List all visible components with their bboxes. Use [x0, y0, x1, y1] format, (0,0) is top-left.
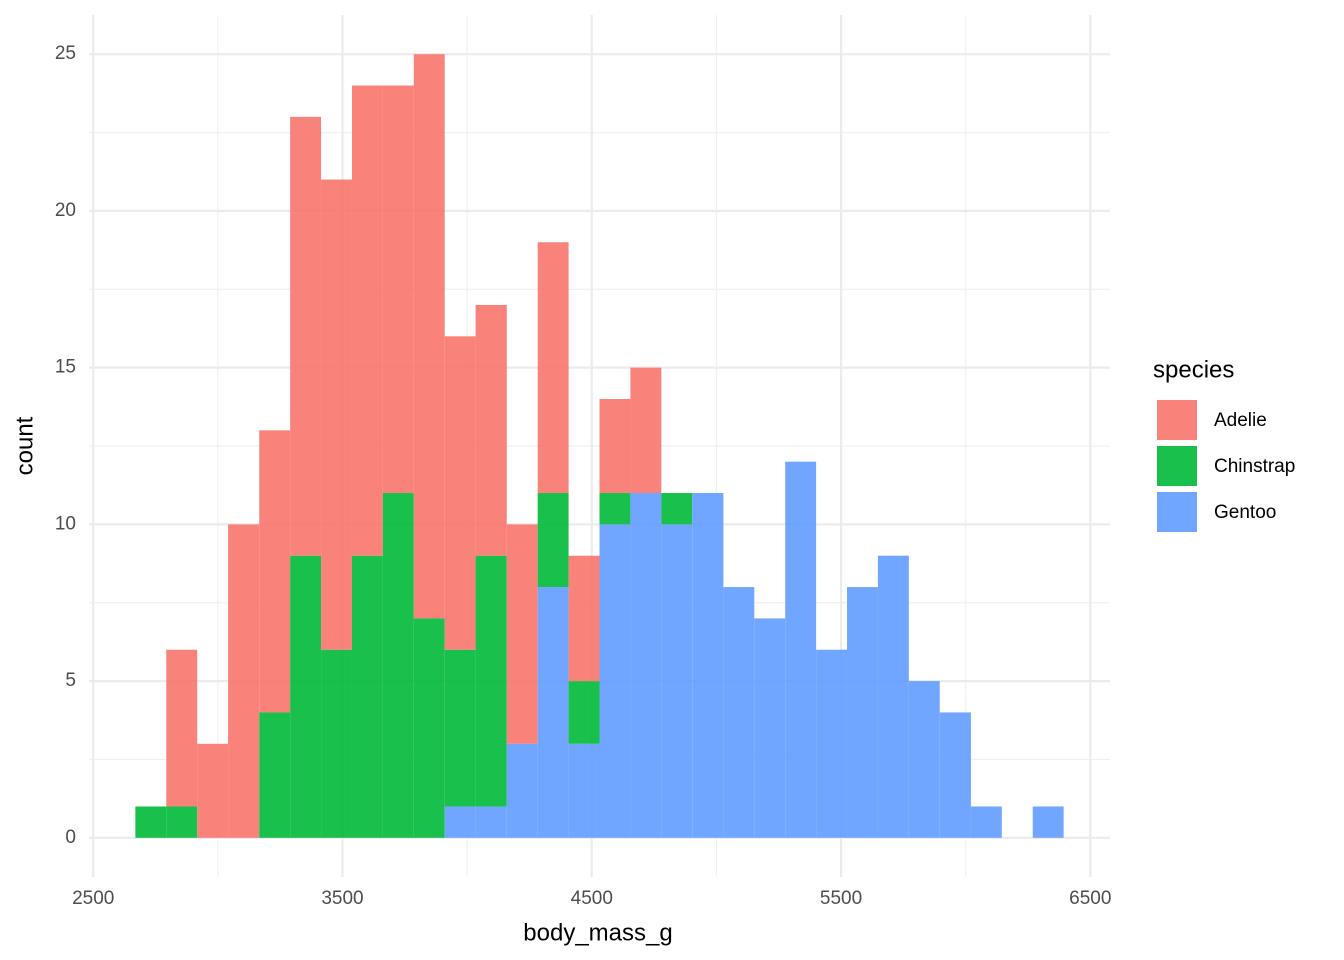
histogram-bar	[661, 493, 693, 525]
legend-key	[1157, 446, 1197, 486]
histogram-bar	[506, 524, 538, 744]
histogram-bar	[1032, 806, 1064, 838]
histogram-bar	[877, 555, 909, 838]
histogram-bar	[568, 743, 600, 838]
histogram-bar	[259, 712, 291, 838]
histogram-bar	[847, 587, 878, 838]
histogram-bar	[351, 85, 383, 556]
y-tick-label: 10	[55, 513, 76, 534]
histogram-bar	[290, 555, 322, 838]
histogram-bar	[630, 367, 662, 494]
histogram-bar	[197, 743, 229, 838]
x-tick-label: 4500	[571, 888, 613, 909]
histogram-bar	[568, 681, 600, 744]
histogram-bar	[382, 85, 414, 494]
x-tick-label: 3500	[321, 888, 363, 909]
histogram-bar	[475, 806, 507, 838]
histogram-bar	[599, 524, 631, 838]
legend-label: Gentoo	[1214, 502, 1276, 523]
histogram-bar	[908, 681, 940, 838]
y-axis-title: count	[11, 416, 38, 475]
histogram-bar	[630, 493, 662, 838]
legend: Adelie Chinstrap Gentoo	[1157, 400, 1295, 532]
x-tick-label: 5500	[820, 888, 862, 909]
histogram-bar	[475, 304, 507, 556]
histogram-bar	[413, 618, 445, 838]
x-tick-label: 2500	[72, 888, 114, 909]
legend-title: species	[1153, 356, 1234, 383]
histogram-bar	[444, 336, 476, 650]
x-axis-title: body_mass_g	[523, 919, 672, 946]
histogram-bar	[785, 461, 817, 838]
y-tick-label: 15	[55, 357, 76, 378]
x-tick-label: 6500	[1069, 888, 1111, 909]
histogram-bar	[413, 54, 445, 619]
histogram-bar	[444, 649, 476, 807]
histogram-bar	[382, 493, 414, 838]
histogram-bar	[754, 618, 786, 838]
histogram-bar	[166, 649, 198, 807]
histogram-bar	[568, 555, 600, 682]
histogram-bar	[351, 555, 383, 838]
y-tick-label: 0	[65, 827, 76, 848]
bars	[135, 54, 1064, 838]
histogram-bar	[259, 430, 291, 713]
histogram-bar	[970, 806, 1002, 838]
histogram-bar	[444, 806, 476, 838]
histogram-bar	[537, 493, 569, 588]
y-tick-label: 25	[55, 43, 76, 64]
histogram-bar	[321, 179, 352, 650]
legend-key	[1157, 492, 1197, 532]
histogram-bar	[661, 524, 693, 838]
labels: body_mass_g count species	[11, 356, 1234, 946]
legend-label: Adelie	[1214, 410, 1267, 431]
histogram-bar	[723, 587, 755, 838]
histogram-bar	[816, 649, 848, 838]
histogram-bar	[228, 524, 260, 838]
histogram-bar	[537, 242, 569, 494]
histogram-bar	[321, 649, 352, 838]
histogram-bar	[537, 587, 569, 838]
histogram-bar	[290, 116, 322, 556]
histogram-bar	[599, 493, 631, 525]
histogram-bar	[939, 712, 971, 838]
histogram-bar	[135, 806, 167, 838]
y-tick-label: 20	[55, 200, 76, 221]
y-tick-label: 5	[65, 670, 76, 691]
legend-label: Chinstrap	[1214, 456, 1295, 477]
histogram-bar	[692, 493, 724, 838]
legend-key	[1157, 400, 1197, 440]
histogram-bar	[506, 743, 538, 838]
histogram-bar	[599, 398, 631, 494]
histogram-bar	[475, 555, 507, 807]
histogram-bar	[166, 806, 198, 838]
